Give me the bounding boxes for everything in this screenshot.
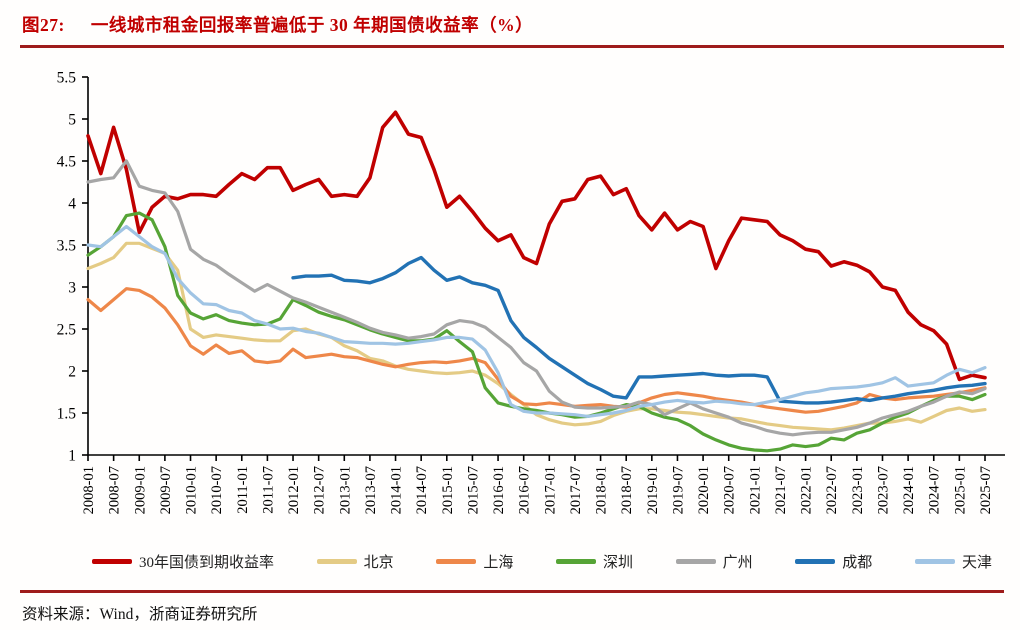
- x-tick-label: 2015-07: [465, 466, 481, 514]
- footer-divider: [20, 590, 1004, 593]
- legend-swatch-icon: [914, 559, 955, 564]
- x-tick-label: 2012-07: [312, 466, 328, 514]
- x-tick-label: 2017-01: [542, 466, 558, 514]
- x-tick-label: 2010-01: [184, 466, 200, 514]
- x-tick-label: 2010-07: [209, 466, 225, 514]
- legend-item: 上海: [436, 551, 513, 572]
- figure-title-text: 一线城市租金回报率普遍低于 30 年期国债收益率（%）: [90, 15, 534, 35]
- legend-swatch-icon: [316, 559, 357, 564]
- legend-item: 北京: [316, 551, 394, 572]
- x-tick-label: 2021-01: [747, 466, 763, 514]
- legend-swatch-icon: [675, 559, 716, 564]
- legend-label: 广州: [722, 555, 753, 571]
- source-note: 资料来源：Wind，浙商证券研究所: [22, 606, 258, 623]
- x-tick-label: 2016-01: [491, 466, 507, 514]
- legend-swatch-icon: [92, 559, 132, 564]
- x-tick-label: 2013-01: [337, 466, 353, 514]
- x-tick-label: 2023-07: [875, 466, 891, 514]
- x-tick-label: 2018-07: [619, 466, 635, 514]
- figure-number: 图27:: [22, 15, 65, 35]
- x-tick-label: 2019-07: [670, 466, 686, 514]
- y-axis-labels: 5.5 5 4.5 4 3.5 3 2.5 2 1.5 1: [57, 70, 77, 465]
- x-tick-label: 2025-01: [952, 466, 968, 514]
- x-tick-label: 2017-07: [568, 466, 584, 514]
- series-line-天津: [86, 224, 987, 418]
- legend-item: 天津: [914, 551, 992, 572]
- legend-label: 天津: [961, 555, 992, 571]
- x-tick-label: 2021-07: [773, 466, 789, 514]
- y-tick-label: 4.5: [57, 154, 77, 171]
- legend-label: 成都: [842, 555, 873, 571]
- x-tick-label: 2024-01: [901, 466, 917, 514]
- legend-label: 上海: [483, 555, 514, 571]
- series-line-30年国债到期收益率: [86, 110, 987, 382]
- series-line-深圳: [86, 211, 987, 453]
- x-tick-label: 2009-07: [158, 466, 174, 514]
- legend-label: 北京: [363, 555, 394, 571]
- series-line-北京: [86, 241, 987, 432]
- x-axis-labels: 2008-01 2008-07 2009-01 2009-07 2010-01 2010-…: [81, 466, 994, 514]
- legend-label: 深圳: [602, 555, 633, 571]
- legend-label: 30年国债到期收益率: [139, 555, 275, 571]
- y-tick-label: 5.5: [57, 70, 77, 87]
- legend-swatch-icon: [436, 559, 477, 564]
- x-tick-label: 2018-01: [594, 466, 610, 514]
- y-tick-label: 5: [68, 112, 76, 129]
- x-tick-label: 2022-01: [799, 466, 815, 514]
- x-tick-label: 2022-07: [824, 466, 840, 514]
- legend-swatch-icon: [555, 559, 596, 564]
- legend-item: 成都: [795, 551, 872, 572]
- x-tick-label: 2008-07: [107, 466, 123, 514]
- x-tick-label: 2011-01: [235, 466, 251, 514]
- x-tick-label: 2014-07: [414, 466, 430, 514]
- x-tick-label: 2020-07: [722, 466, 738, 514]
- figure-title: 图27: 一线城市租金回报率普遍低于 30 年期国债收益率（%）: [22, 12, 533, 37]
- y-tick-label: 1.5: [57, 406, 77, 423]
- title-divider: [20, 45, 1004, 48]
- y-tick-label: 1: [68, 448, 76, 465]
- axes: [82, 76, 1005, 461]
- chart-legend: 30年国债到期收益率 北京 上海 深圳 广州 成都 天津: [92, 551, 992, 572]
- x-tick-label: 2011-07: [260, 466, 276, 514]
- series-line-广州: [86, 159, 987, 437]
- x-tick-label: 2008-01: [81, 466, 97, 514]
- y-tick-label: 3: [68, 280, 76, 297]
- y-tick-label: 3.5: [57, 238, 77, 255]
- x-tick-label: 2013-07: [363, 466, 379, 514]
- y-tick-label: 4: [68, 196, 76, 213]
- x-tick-label: 2025-07: [978, 466, 994, 514]
- y-tick-label: 2.5: [57, 322, 77, 339]
- series-line-成都: [291, 255, 987, 405]
- x-tick-label: 2009-01: [132, 466, 148, 514]
- x-tick-label: 2020-01: [696, 466, 712, 514]
- y-tick-label: 2: [68, 364, 76, 381]
- x-tick-label: 2014-01: [389, 466, 405, 514]
- x-tick-label: 2019-01: [645, 466, 661, 514]
- legend-swatch-icon: [795, 559, 836, 564]
- x-tick-label: 2016-07: [517, 466, 533, 514]
- x-tick-label: 2024-07: [927, 466, 943, 514]
- x-tick-label: 2023-01: [850, 466, 866, 514]
- legend-item: 30年国债到期收益率: [92, 551, 274, 572]
- series-line-上海: [86, 287, 987, 414]
- x-tick-label: 2015-01: [440, 466, 456, 514]
- legend-item: 深圳: [555, 551, 633, 572]
- legend-item: 广州: [675, 551, 753, 572]
- x-tick-label: 2012-01: [286, 466, 302, 514]
